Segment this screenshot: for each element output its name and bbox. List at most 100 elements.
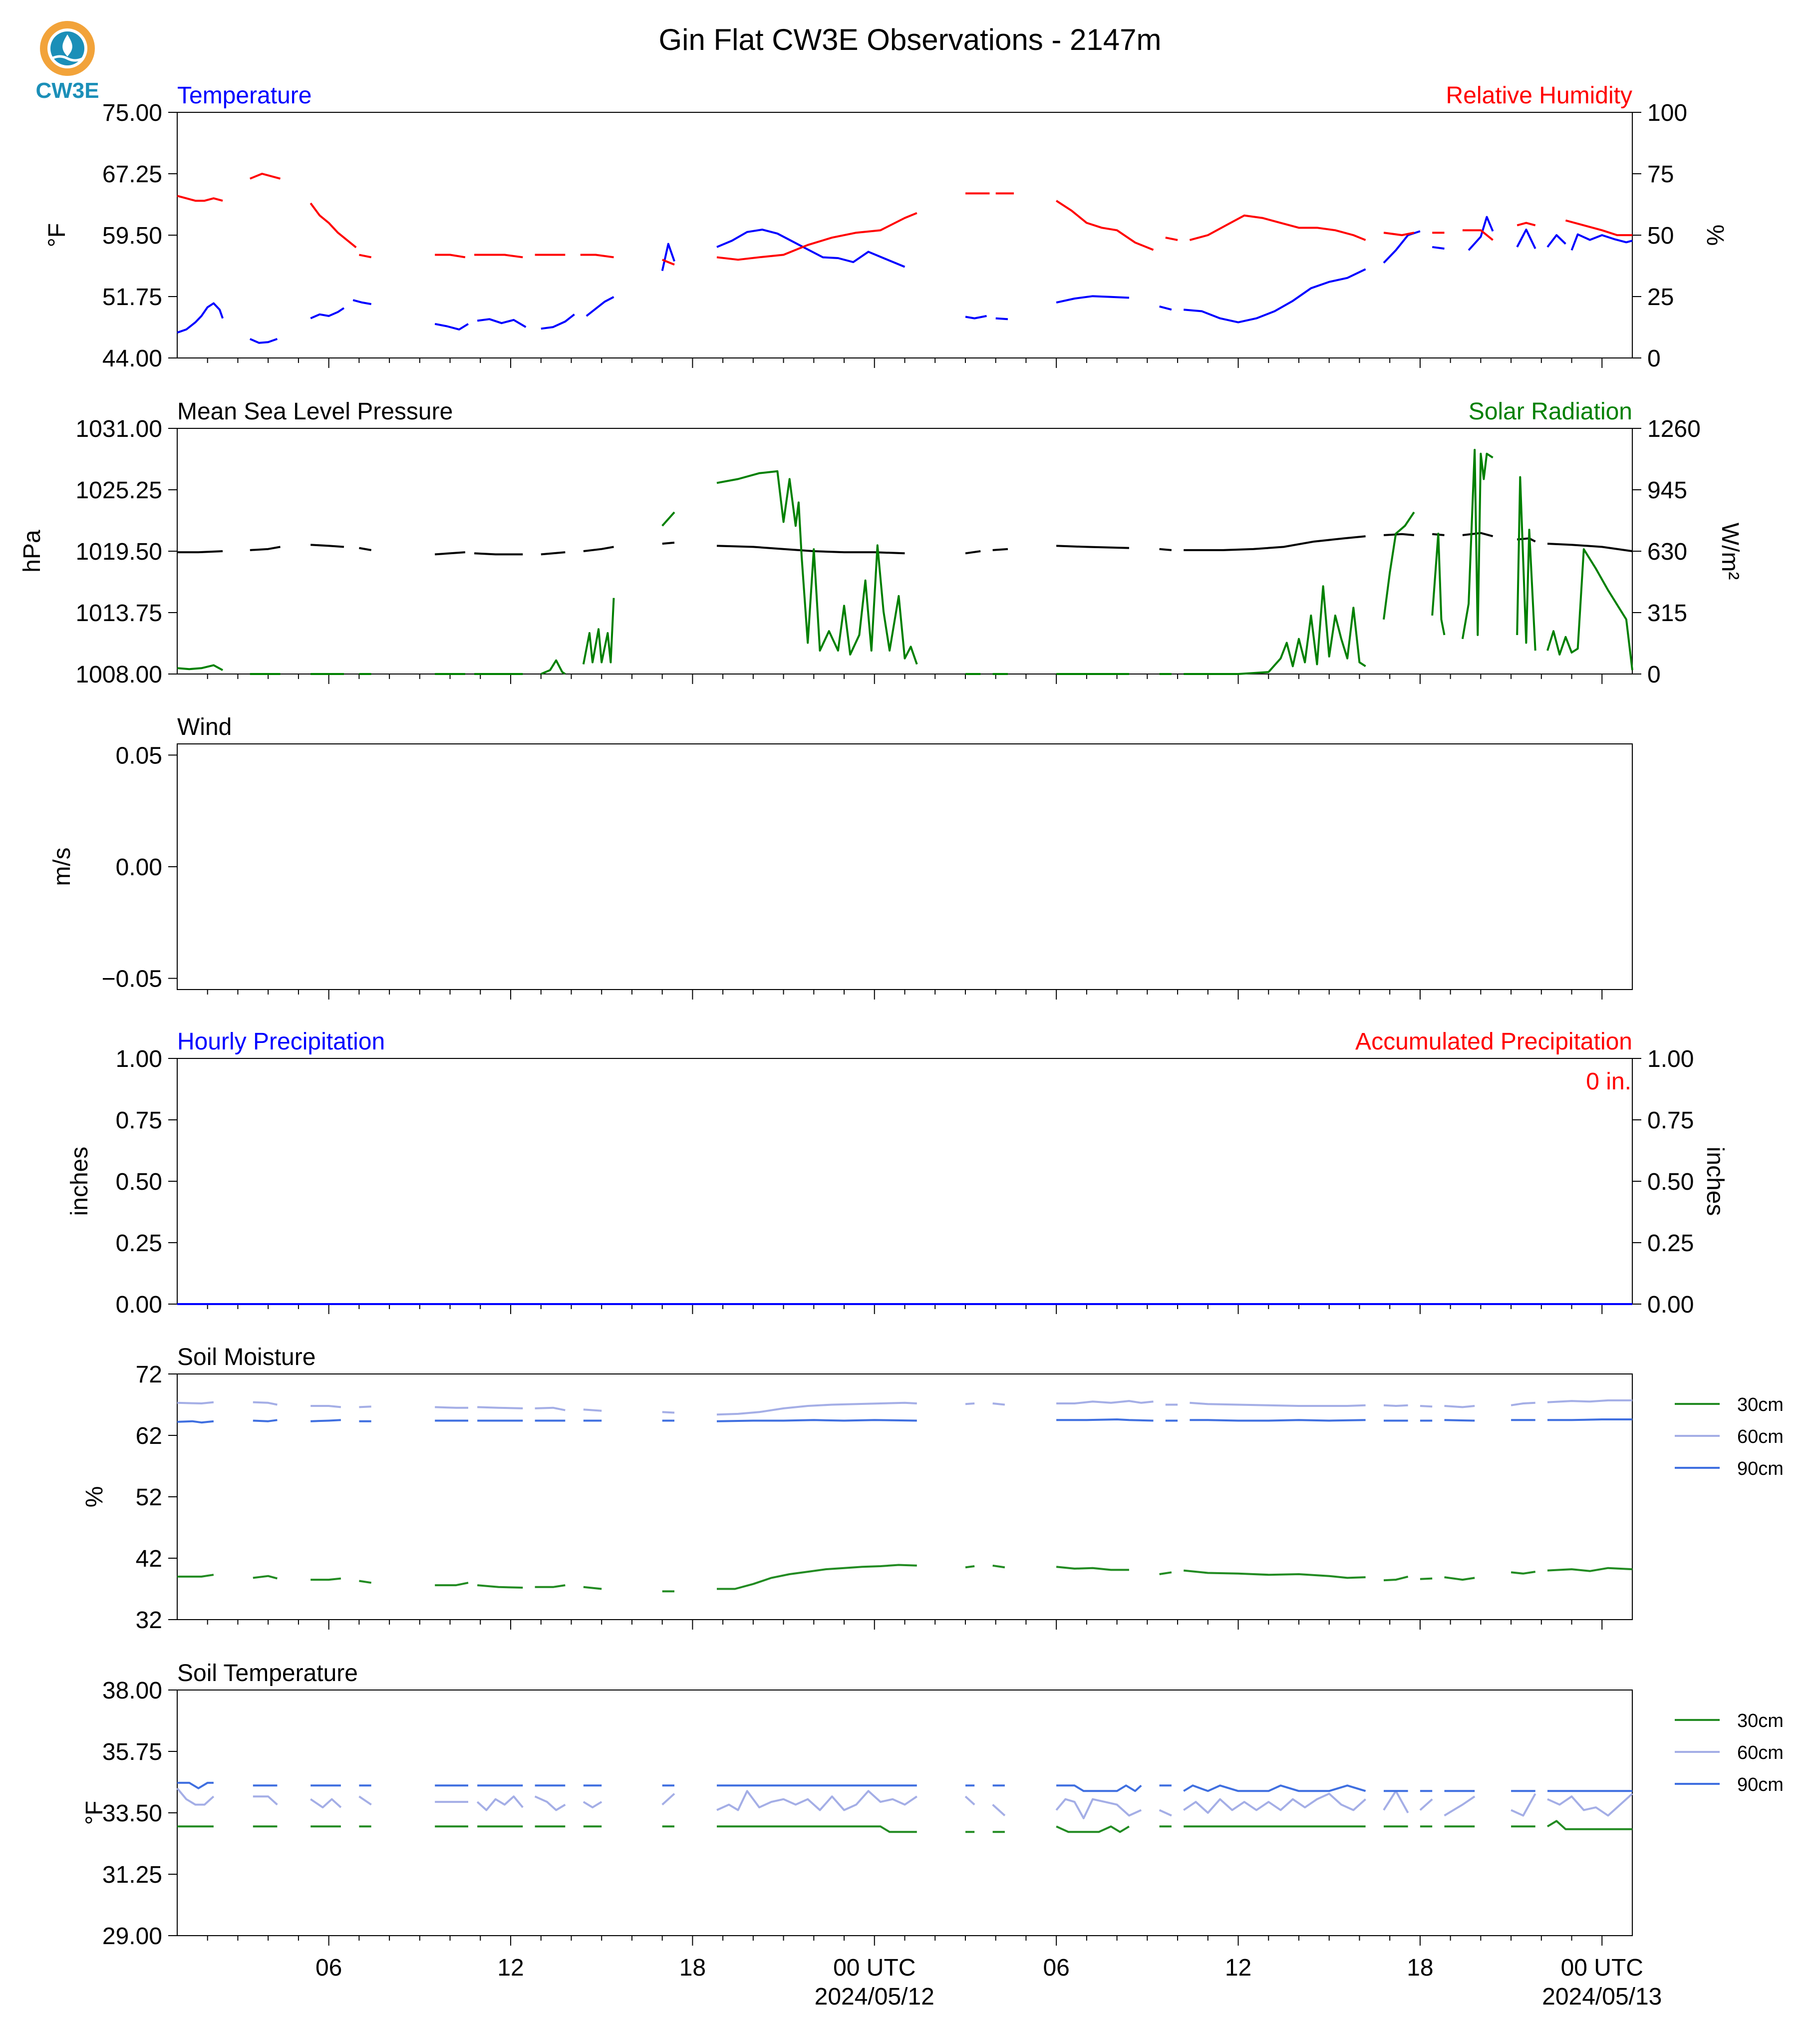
soil_temperature-series-60cm-segment — [358, 1795, 372, 1806]
pressure-y-axis-label: hPa — [19, 530, 45, 573]
pressure-y2-tick-label: 1260 — [1647, 416, 1701, 442]
temperature-series-right-1-segment — [1165, 236, 1178, 241]
soil_moisture-series-30cm-segment — [1383, 1575, 1409, 1582]
temperature-y2-tick-label: 100 — [1647, 100, 1687, 126]
soil_moisture-series-60cm-segment — [1056, 1400, 1154, 1404]
temperature-series-left-0-segment — [1056, 295, 1129, 304]
soil_moisture-legend-label: 90cm — [1737, 1458, 1784, 1479]
soil_moisture-legend-label: 60cm — [1737, 1426, 1784, 1447]
soil_moisture-legend-label: 30cm — [1737, 1394, 1784, 1415]
precipitation-y2-tick-label: 0.25 — [1647, 1230, 1694, 1257]
temperature-series-left-0-segment — [1184, 268, 1366, 324]
soil_temperature-y-tick-label: 38.00 — [102, 1678, 162, 1704]
chart-title: Gin Flat CW3E Observations - 2147m — [658, 23, 1161, 56]
soil_temperature-series-60cm-segment — [964, 1795, 975, 1806]
soil_temperature-series-60cm-segment — [253, 1795, 278, 1806]
pressure-y-tick-label: 1031.00 — [75, 416, 162, 442]
temperature-series-left-0-segment — [1159, 305, 1172, 311]
temperature-series-left-0-segment — [995, 317, 1008, 321]
soil_temperature-series-60cm-segment — [1547, 1793, 1633, 1817]
precipitation-y-tick-label: 0.50 — [116, 1169, 162, 1195]
soil_temperature-y-axis-label: °F — [81, 1801, 108, 1825]
precipitation-plot-frame — [177, 1058, 1633, 1305]
x-date-label: 2024/05/12 — [815, 1984, 934, 2010]
temperature-series-left-0-segment — [352, 299, 372, 306]
soil_temperature-series-60cm-segment — [1383, 1790, 1409, 1813]
soil_moisture-series-30cm-segment — [310, 1577, 341, 1581]
temperature-series-right-1-segment — [1565, 219, 1632, 236]
soil_temperature-series-90cm-segment — [177, 1781, 214, 1789]
temperature-series-right-1-segment — [580, 254, 614, 259]
temperature-y-tick-label: 67.25 — [102, 161, 162, 188]
soil_moisture-series-90cm-segment — [253, 1419, 278, 1422]
pressure-series-right-1-segment — [541, 659, 566, 675]
soil_moisture-series-30cm-segment — [177, 1574, 214, 1578]
x-tick-label: 06 — [315, 1955, 342, 1981]
soil_moisture-series-60cm-segment — [716, 1401, 917, 1416]
soil_moisture-series-60cm-segment — [1383, 1404, 1408, 1407]
temperature-y2-tick-label: 0 — [1647, 345, 1661, 372]
pressure-y2-axis-label: W/m² — [1717, 523, 1743, 580]
soil_moisture-series-60cm-segment — [1511, 1401, 1535, 1406]
temperature-series-right-1-segment — [177, 195, 223, 202]
precipitation-y-tick-label: 0.75 — [116, 1107, 162, 1134]
pressure-series-right-1-segment — [1383, 511, 1415, 620]
pressure-y-tick-label: 1008.00 — [75, 662, 162, 688]
temperature-series-left-0-segment — [1570, 233, 1633, 251]
soil_moisture-series-30cm-segment — [717, 1564, 917, 1590]
precipitation-title-right: Accumulated Precipitation — [1355, 1028, 1632, 1055]
pressure-y2-tick-label: 315 — [1647, 600, 1687, 627]
soil_moisture-y-tick-label: 62 — [136, 1423, 162, 1449]
soil_moisture-series-30cm-segment — [583, 1586, 602, 1590]
soil_temperature-series-60cm-segment — [176, 1787, 215, 1806]
soil_temperature-series-60cm-segment — [992, 1804, 1006, 1816]
temperature-series-left-0-segment — [177, 302, 224, 334]
pressure-series-right-1-segment — [1184, 585, 1366, 675]
soil_temperature-series-30cm-segment — [1056, 1825, 1130, 1833]
soil_moisture-series-90cm-segment — [177, 1420, 214, 1424]
soil_moisture-series-30cm-segment — [477, 1584, 523, 1589]
pressure-series-left-0-segment — [474, 552, 523, 556]
temperature-y-tick-label: 44.00 — [102, 345, 162, 372]
x-tick-label: 12 — [1225, 1955, 1251, 1981]
temperature-y-tick-label: 51.75 — [102, 284, 162, 311]
soil_temperature-legend-label: 30cm — [1737, 1710, 1784, 1731]
pressure-series-right-1-segment — [177, 664, 224, 671]
x-date-label: 2024/05/13 — [1542, 1984, 1662, 2010]
temperature-series-left-0-segment — [716, 228, 906, 268]
wind-y-tick-label: 0.00 — [116, 854, 162, 881]
pressure-series-left-0-segment — [359, 547, 372, 551]
x-tick-label: 00 UTC — [1561, 1955, 1643, 1981]
soil_temperature-legend-label: 90cm — [1737, 1774, 1784, 1795]
cw3e-logo-icon — [40, 21, 95, 76]
pressure-series-left-0-segment — [992, 548, 1008, 551]
pressure-series-left-0-segment — [1184, 535, 1366, 551]
temperature-series-right-1-segment — [661, 259, 675, 266]
soil_moisture-series-30cm-segment — [253, 1575, 278, 1580]
temperature-plot-frame — [177, 112, 1633, 358]
soil_moisture-series-60cm-segment — [253, 1401, 278, 1406]
precipitation-y-tick-label: 1.00 — [116, 1046, 162, 1072]
soil_temperature-y-tick-label: 31.25 — [102, 1862, 162, 1888]
soil_temperature-series-60cm-segment — [661, 1793, 675, 1806]
cw3e-logo: CW3E — [30, 17, 105, 105]
soil_moisture-series-30cm-segment — [1159, 1571, 1172, 1575]
soil_moisture-series-90cm-segment — [716, 1419, 917, 1422]
pressure-series-right-1-segment — [1461, 449, 1494, 640]
pressure-y-tick-label: 1025.25 — [75, 477, 162, 504]
pressure-y2-tick-label: 945 — [1647, 477, 1687, 504]
temperature-series-right-1-segment — [1383, 232, 1415, 236]
temperature-y2-axis-label: % — [1702, 225, 1728, 246]
wind-y-tick-label: −0.05 — [102, 966, 162, 993]
soil_temperature-series-30cm-segment — [717, 1825, 917, 1833]
temperature-series-left-0-segment — [541, 314, 575, 330]
temperature-series-right-1-segment — [1056, 200, 1154, 251]
soil_moisture-series-60cm-segment — [359, 1405, 371, 1408]
temperature-series-left-0-segment — [1432, 246, 1445, 250]
soil_moisture-series-30cm-segment — [1056, 1566, 1129, 1571]
pressure-series-left-0-segment — [541, 551, 566, 556]
pressure-series-right-1-segment — [1516, 476, 1536, 651]
temperature-y-tick-label: 75.00 — [102, 100, 162, 126]
